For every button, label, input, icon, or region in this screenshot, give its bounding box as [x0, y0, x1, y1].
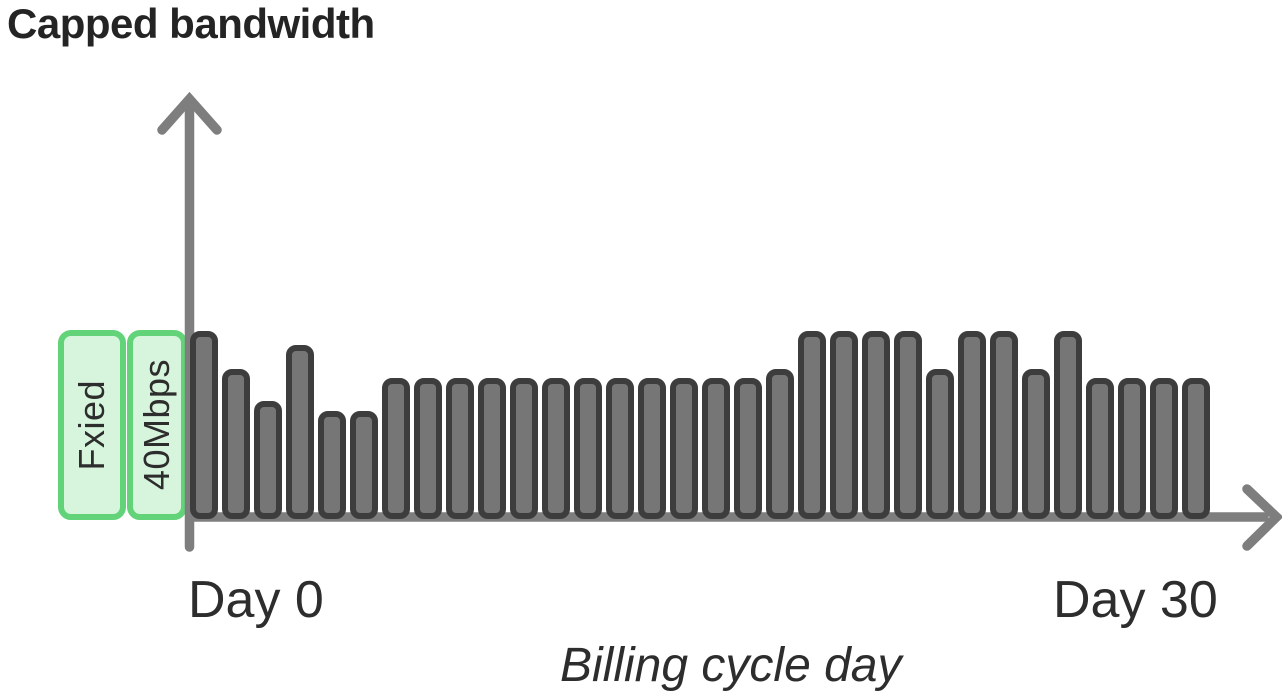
- cap-box-40mbps: 40Mbps: [127, 330, 187, 520]
- bar-day-14: [638, 378, 666, 519]
- bar-day-18: [766, 369, 794, 519]
- bar-day-3: [286, 345, 314, 519]
- y-axis-arrowhead-icon: [157, 91, 222, 135]
- bar-day-6: [382, 378, 410, 519]
- bar-day-29: [1118, 378, 1146, 519]
- bar-day-8: [446, 378, 474, 519]
- bars: [190, 0, 1216, 519]
- bar-day-27: [1054, 331, 1082, 519]
- bar-day-15: [670, 378, 698, 519]
- bar-day-12: [574, 378, 602, 519]
- bar-day-4: [318, 411, 346, 519]
- bar-day-21: [862, 331, 890, 519]
- bar-day-19: [798, 331, 826, 519]
- bar-day-10: [510, 378, 538, 519]
- bar-day-20: [830, 331, 858, 519]
- bar-day-5: [350, 411, 378, 519]
- bar-day-2: [254, 401, 282, 519]
- bar-day-22: [894, 331, 922, 519]
- chart-title: Capped bandwidth: [7, 0, 375, 47]
- bar-day-23: [926, 369, 954, 519]
- bar-day-30: [1150, 378, 1178, 519]
- bar-day-24: [958, 331, 986, 519]
- bar-day-11: [542, 378, 570, 519]
- x-axis-title: Billing cycle day: [560, 639, 902, 692]
- x-tick-day-30: Day 30: [1053, 571, 1218, 629]
- bar-day-31: [1182, 378, 1210, 519]
- bar-day-28: [1086, 378, 1114, 519]
- bar-day-1: [222, 369, 250, 519]
- bar-day-25: [990, 331, 1018, 519]
- bar-day-17: [734, 378, 762, 519]
- x-tick-day-0: Day 0: [188, 571, 324, 629]
- bar-day-9: [478, 378, 506, 519]
- bar-day-26: [1022, 369, 1050, 519]
- bar-day-13: [606, 378, 634, 519]
- bar-day-7: [414, 378, 442, 519]
- cap-box-fixed: Fxied: [58, 330, 126, 520]
- x-axis-arrowhead-icon: [1242, 484, 1282, 551]
- bar-day-0: [190, 331, 218, 519]
- bar-day-16: [702, 378, 730, 519]
